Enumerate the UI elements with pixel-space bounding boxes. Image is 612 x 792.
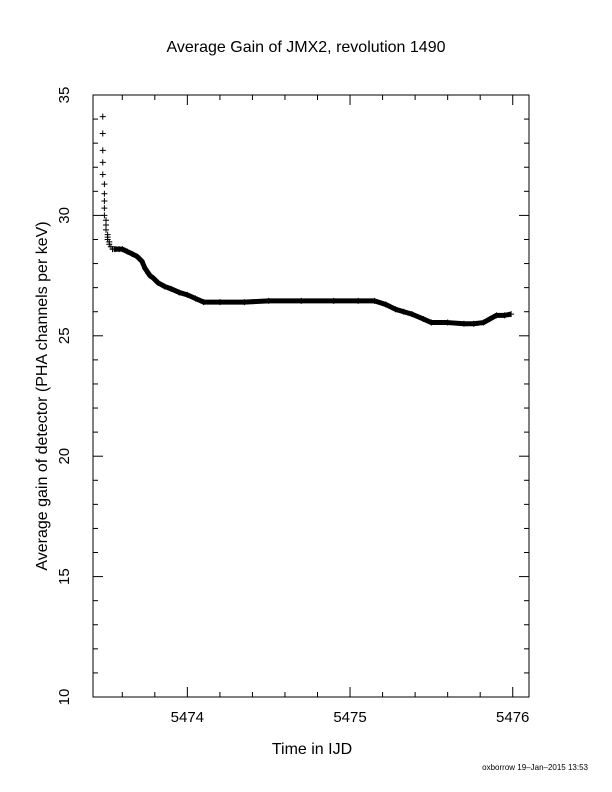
- data-point: [101, 181, 108, 188]
- data-point: [99, 159, 106, 166]
- x-tick-label: 5474: [171, 709, 204, 726]
- data-point: [99, 113, 106, 120]
- x-tick-label: 5475: [333, 709, 366, 726]
- plot-frame: [92, 94, 530, 698]
- x-tick-label: 5476: [496, 709, 529, 726]
- y-axis-label: Average gain of detector (PHA channels p…: [34, 221, 51, 570]
- y-tick-label: 35: [56, 87, 73, 104]
- footer-credit: oxborrow 19–Jan–2015 13:53: [482, 763, 588, 772]
- y-tick-label: 15: [56, 568, 73, 585]
- data-point: [101, 190, 108, 197]
- axis-ticks: [93, 94, 529, 698]
- x-axis-label: Time in IJD: [272, 741, 352, 758]
- chart-title: Average Gain of JMX2, revolution 1490: [167, 39, 446, 56]
- data-point: [101, 197, 108, 204]
- data-points: [99, 113, 515, 327]
- y-tick-label: 25: [56, 327, 73, 344]
- dense-point-track: [113, 246, 512, 327]
- y-tick-labels: 10 15 20 25 30 35: [56, 87, 73, 706]
- y-tick-label: 10: [56, 689, 73, 706]
- data-point: [101, 205, 108, 212]
- data-point: [101, 212, 108, 219]
- data-point: [99, 147, 106, 154]
- data-point: [99, 130, 106, 137]
- data-point: [99, 171, 106, 178]
- x-tick-labels: 5474 5475 5476: [171, 709, 530, 726]
- data-point: [103, 226, 110, 233]
- y-tick-label: 20: [56, 448, 73, 465]
- y-tick-label: 30: [56, 207, 73, 224]
